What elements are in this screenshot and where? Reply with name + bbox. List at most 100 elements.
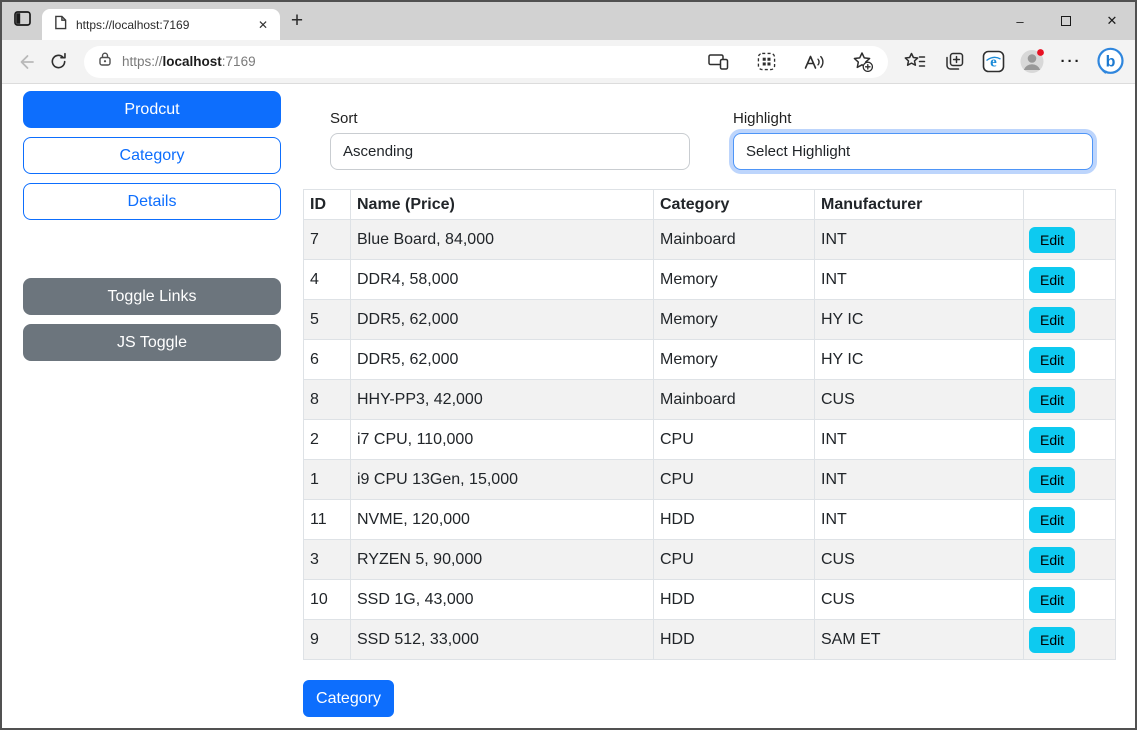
- cell-category: HDD: [653, 499, 815, 540]
- minimize-button[interactable]: –: [1016, 13, 1024, 29]
- cell-manufacturer: INT: [814, 219, 1024, 260]
- browser-tab[interactable]: https://localhost:7169 ✕: [42, 9, 280, 40]
- collections-button[interactable]: [939, 47, 969, 77]
- cell-manufacturer: CUS: [814, 579, 1024, 620]
- cell-actions: Edit: [1023, 339, 1116, 380]
- cell-name-price: SSD 512, 33,000: [350, 619, 654, 660]
- cell-name-price: DDR4, 58,000: [350, 259, 654, 300]
- header-actions: [1023, 189, 1116, 220]
- close-button[interactable]: ✕: [1106, 13, 1118, 28]
- cell-manufacturer: HY IC: [814, 339, 1024, 380]
- url-host: localhost: [162, 54, 222, 69]
- tab-close-icon[interactable]: ✕: [257, 17, 269, 32]
- cell-name-price: SSD 1G, 43,000: [350, 579, 654, 620]
- cell-name-price: HHY-PP3, 42,000: [350, 379, 654, 420]
- sidebar-item-category[interactable]: Category: [23, 137, 281, 174]
- refresh-icon: [51, 52, 66, 69]
- cell-actions: Edit: [1023, 459, 1116, 500]
- js-toggle-button[interactable]: JS Toggle: [23, 324, 281, 361]
- cell-category: HDD: [653, 579, 815, 620]
- apps-grid-icon[interactable]: [754, 50, 778, 74]
- header-name-price: Name (Price): [350, 189, 654, 220]
- ie-mode-button[interactable]: e: [978, 47, 1008, 77]
- toggle-links-button[interactable]: Toggle Links: [23, 278, 281, 315]
- add-favorite-icon[interactable]: [850, 50, 874, 74]
- products-table: ID Name (Price) Category Manufacturer 7 …: [303, 189, 1116, 660]
- cell-name-price: RYZEN 5, 90,000: [350, 539, 654, 580]
- cell-actions: Edit: [1023, 619, 1116, 660]
- table-row: 5 DDR5, 62,000 Memory HY IC Edit: [303, 299, 1116, 340]
- cell-name-price: DDR5, 62,000: [350, 339, 654, 380]
- table-row: 4 DDR4, 58,000 Memory INT Edit: [303, 259, 1116, 300]
- edit-button[interactable]: Edit: [1029, 226, 1076, 253]
- edit-button[interactable]: Edit: [1029, 546, 1076, 573]
- collections-icon: [945, 52, 963, 70]
- cell-manufacturer: INT: [814, 459, 1024, 500]
- highlight-label: Highlight: [733, 110, 792, 127]
- highlight-select[interactable]: Select Highlight: [733, 133, 1093, 170]
- cell-category: Mainboard: [653, 379, 815, 420]
- new-tab-button[interactable]: +: [290, 9, 304, 32]
- sidebar-item-details[interactable]: Details: [23, 183, 281, 220]
- cell-manufacturer: INT: [814, 259, 1024, 300]
- edit-button[interactable]: Edit: [1029, 466, 1076, 493]
- tab-strip: https://localhost:7169 ✕ + – ✕: [2, 2, 1135, 40]
- cell-id: 5: [303, 299, 351, 340]
- sort-group: Sort Ascending: [330, 110, 690, 170]
- cell-manufacturer: INT: [814, 499, 1024, 540]
- edit-button[interactable]: Edit: [1029, 506, 1076, 533]
- refresh-button[interactable]: [42, 46, 74, 78]
- cell-id: 4: [303, 259, 351, 300]
- sort-select[interactable]: Ascending: [330, 133, 690, 170]
- sidebar-item-product[interactable]: Prodcut: [23, 91, 281, 128]
- edit-button[interactable]: Edit: [1029, 266, 1076, 293]
- url-text[interactable]: https://localhost:7169: [122, 54, 256, 69]
- address-bar[interactable]: https://localhost:7169: [84, 45, 888, 78]
- open-on-device-icon[interactable]: [706, 50, 730, 74]
- cell-id: 7: [303, 219, 351, 260]
- cell-id: 10: [303, 579, 351, 620]
- profile-avatar[interactable]: [1017, 47, 1047, 77]
- table-row: 2 i7 CPU, 110,000 CPU INT Edit: [303, 419, 1116, 460]
- more-dots-icon: ···: [1060, 53, 1082, 70]
- edit-button[interactable]: Edit: [1029, 626, 1076, 653]
- main-panel: Sort Ascending Highlight Select Highligh…: [302, 84, 1135, 728]
- edit-button[interactable]: Edit: [1029, 346, 1076, 373]
- url-scheme: https://: [122, 54, 163, 69]
- cell-manufacturer: CUS: [814, 379, 1024, 420]
- header-manufacturer: Manufacturer: [814, 189, 1024, 220]
- edit-button[interactable]: Edit: [1029, 386, 1076, 413]
- tab-actions-button[interactable]: [2, 2, 42, 40]
- cell-actions: Edit: [1023, 499, 1116, 540]
- back-button[interactable]: [10, 46, 42, 78]
- cell-id: 1: [303, 459, 351, 500]
- edit-button[interactable]: Edit: [1029, 426, 1076, 453]
- maximize-icon: [1061, 16, 1071, 26]
- toolbar-icons: e ··· b: [900, 47, 1125, 77]
- favorites-button[interactable]: [900, 47, 930, 77]
- sidebar: Prodcut Category Details Toggle Links JS…: [2, 84, 302, 728]
- toggle-group: Toggle Links JS Toggle: [23, 278, 281, 361]
- cell-actions: Edit: [1023, 579, 1116, 620]
- cell-category: Memory: [653, 259, 815, 300]
- edit-button[interactable]: Edit: [1029, 306, 1076, 333]
- table-row: 11 NVME, 120,000 HDD INT Edit: [303, 499, 1116, 540]
- cell-id: 2: [303, 419, 351, 460]
- edit-button[interactable]: Edit: [1029, 586, 1076, 613]
- header-row: ID Name (Price) Category Manufacturer: [303, 189, 1116, 220]
- cell-category: HDD: [653, 619, 815, 660]
- read-aloud-icon[interactable]: [802, 50, 826, 74]
- table-row: 7 Blue Board, 84,000 Mainboard INT Edit: [303, 219, 1116, 260]
- bing-chat-button[interactable]: b: [1095, 47, 1125, 77]
- tab-title: https://localhost:7169: [76, 17, 190, 32]
- table-row: 1 i9 CPU 13Gen, 15,000 CPU INT Edit: [303, 459, 1116, 500]
- cell-category: Memory: [653, 339, 815, 380]
- sort-label: Sort: [330, 110, 358, 127]
- settings-more-button[interactable]: ···: [1056, 47, 1086, 77]
- lock-icon[interactable]: [98, 51, 112, 72]
- cell-category: CPU: [653, 419, 815, 460]
- cell-actions: Edit: [1023, 379, 1116, 420]
- maximize-button[interactable]: [1043, 2, 1089, 40]
- footer-category-button[interactable]: Category: [303, 680, 394, 717]
